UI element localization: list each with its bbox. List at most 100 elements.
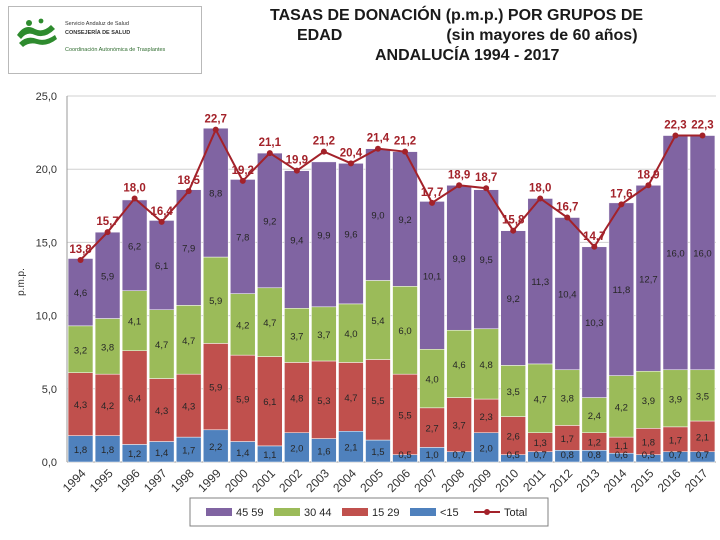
bar-segment-g15_29 bbox=[419, 407, 445, 448]
bar-value-label: 1,1 bbox=[263, 450, 276, 461]
bar-value-label: 2,2 bbox=[209, 442, 222, 453]
x-axis: 1994199519961997199819992000200120022003… bbox=[60, 466, 711, 495]
bar-segment-g30_44 bbox=[175, 305, 202, 375]
bar-value-label: 1,6 bbox=[317, 446, 330, 457]
total-point bbox=[104, 229, 111, 236]
bar-value-label: 1,8 bbox=[642, 438, 655, 449]
bar-value-label: 1,0 bbox=[425, 450, 438, 461]
title-line-3: ANDALUCÍA 1994 - 2017 bbox=[375, 47, 560, 64]
bar-value-label: 4,1 bbox=[128, 317, 141, 328]
bar-segment-g30_44 bbox=[581, 397, 608, 433]
bar-segment-g30_44 bbox=[365, 280, 391, 360]
bar-value-label: 4,7 bbox=[344, 393, 357, 404]
bar-value-label: 4,0 bbox=[344, 329, 357, 340]
legend-swatch-total-marker bbox=[484, 509, 490, 515]
bar-value-label: 10,3 bbox=[585, 318, 604, 329]
bar-value-label: 4,0 bbox=[425, 375, 438, 386]
bar-segment-g15_29 bbox=[446, 397, 472, 453]
bar-value-label: 5,9 bbox=[209, 296, 222, 307]
bar-value-label: 0,5 bbox=[507, 450, 520, 461]
y-axis-label: p.m.p. bbox=[16, 268, 27, 296]
bar-segment-g30_44 bbox=[500, 365, 526, 417]
bar-value-label: 1,4 bbox=[236, 448, 249, 459]
bar-value-label: 5,9 bbox=[236, 394, 249, 405]
legend-swatch-lt15 bbox=[410, 508, 436, 516]
bar-segment-g45_59 bbox=[554, 217, 580, 371]
bar-value-label: 1,2 bbox=[128, 449, 141, 460]
bar-value-label: 9,5 bbox=[480, 255, 493, 266]
x-tick-label: 2012 bbox=[547, 466, 576, 495]
bar-value-label: 12,7 bbox=[639, 274, 658, 285]
bar-value-label: 4,6 bbox=[74, 288, 87, 299]
y-axis: 0,0 5,0 10,0 15,0 20,0 25,0 bbox=[36, 91, 716, 469]
bar-value-label: 1,3 bbox=[534, 438, 547, 449]
total-series-line bbox=[79, 127, 703, 261]
logo-text-sas: Servicio Andaluz de Salud bbox=[65, 21, 129, 27]
bar-value-label: 7,8 bbox=[236, 233, 249, 244]
bar-value-label: 2,1 bbox=[344, 443, 357, 454]
bar-segment-g45_59 bbox=[94, 231, 121, 319]
data-labels: 1,8 4,3 3,2 4,6 1,8 4,2 3,8 5,9 1,2 6,4 4,1 6,2 1,4 4… bbox=[74, 189, 712, 461]
bar-value-label: 4,2 bbox=[236, 320, 249, 331]
bar-value-label: 10,1 bbox=[423, 271, 442, 282]
bar-value-label: 1,7 bbox=[182, 446, 195, 457]
bar-segment-g30_44 bbox=[554, 369, 580, 426]
total-value-label: 18,9 bbox=[448, 169, 470, 181]
total-point bbox=[672, 132, 679, 139]
bar-segment-g30_44 bbox=[527, 363, 553, 433]
total-value-label: 21,1 bbox=[259, 137, 282, 149]
total-value-label: 17,6 bbox=[610, 188, 632, 200]
bar-value-label: 3,8 bbox=[101, 342, 114, 353]
bar-value-label: 11,8 bbox=[612, 285, 630, 296]
x-tick-label: 2006 bbox=[384, 466, 413, 495]
bar-segment-g15_29 bbox=[284, 362, 310, 433]
bar-value-label: 0,5 bbox=[398, 450, 411, 461]
bar-segment-g15_29 bbox=[662, 426, 689, 453]
total-point bbox=[158, 218, 165, 225]
x-tick-label: 2010 bbox=[493, 466, 522, 495]
bar-value-label: 8,8 bbox=[209, 189, 222, 200]
total-value-label: 22,3 bbox=[691, 120, 713, 132]
bar-value-label: 1,8 bbox=[101, 445, 114, 456]
total-value-label: 18,7 bbox=[475, 172, 497, 184]
bar-value-label: 1,7 bbox=[669, 435, 682, 446]
bar-value-label: 4,8 bbox=[290, 394, 303, 405]
bar-segment-g15_29 bbox=[365, 359, 391, 441]
total-value-label: 15,7 bbox=[96, 216, 118, 228]
legend-label: Total bbox=[504, 507, 527, 519]
bar-value-label: 3,7 bbox=[452, 421, 465, 432]
bar-segment-g45_59 bbox=[662, 135, 689, 371]
total-point bbox=[374, 145, 381, 152]
legend: 45 59 30 44 15 29 <15 Total bbox=[189, 497, 549, 527]
total-point bbox=[510, 227, 517, 234]
total-value-label: 15,8 bbox=[502, 215, 525, 227]
bar-segment-g45_59 bbox=[689, 135, 716, 371]
bar-value-label: 4,7 bbox=[155, 340, 168, 351]
bar-value-label: 1,8 bbox=[74, 445, 87, 456]
bar-value-label: 5,9 bbox=[101, 271, 114, 282]
x-tick-label: 2017 bbox=[682, 466, 711, 495]
bar-segment-g30_44 bbox=[148, 309, 175, 379]
bar-value-label: 6,4 bbox=[128, 394, 141, 405]
bar-segment-g30_44 bbox=[257, 287, 283, 357]
bar-segment-lt15 bbox=[94, 435, 121, 463]
bar-value-label: 3,5 bbox=[507, 387, 520, 398]
bar-segment-g45_59 bbox=[365, 148, 391, 281]
bar-segment-g45_59 bbox=[257, 152, 283, 289]
bar-segment-g30_44 bbox=[689, 369, 716, 422]
total-value-label: 13,8 bbox=[69, 244, 92, 256]
x-tick-label: 1999 bbox=[195, 466, 224, 495]
bar-segment-g15_29 bbox=[175, 373, 202, 438]
total-line: 13,8 15,7 18,0 16,4 18,5 22,7 19,2 21,1 19,9 21,2… bbox=[69, 114, 714, 263]
bar-segment-g15_29 bbox=[94, 373, 121, 436]
total-value-label: 22,7 bbox=[205, 114, 227, 126]
bar-segment-g15_29 bbox=[500, 416, 526, 455]
total-point bbox=[320, 148, 327, 155]
bar-value-label: 16,0 bbox=[666, 249, 685, 260]
bar-value-label: 2,6 bbox=[507, 432, 520, 443]
bar-value-label: 4,2 bbox=[615, 402, 628, 413]
y-tick-label: 25,0 bbox=[36, 91, 57, 103]
bar-segment-g15_29 bbox=[257, 356, 283, 447]
bar-segment-g30_44 bbox=[419, 349, 445, 409]
